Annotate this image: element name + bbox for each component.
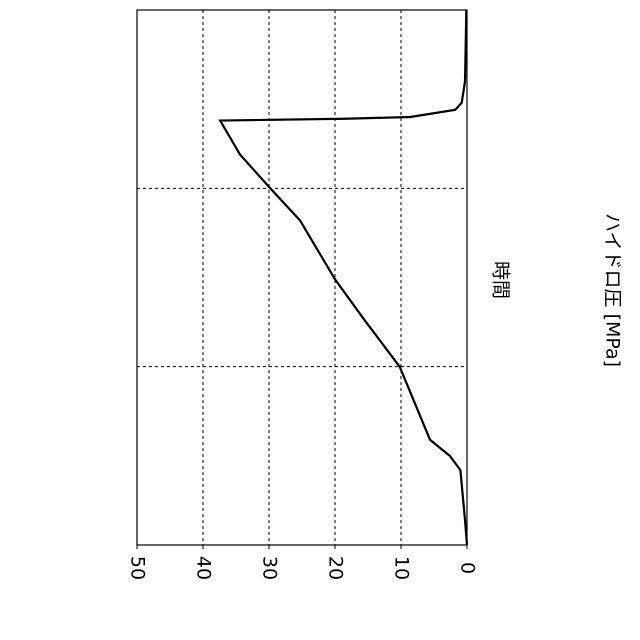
- y-tick-label: 50: [127, 556, 149, 580]
- x-axis-label: 時間: [490, 261, 512, 299]
- y-tick-label: 40: [193, 556, 215, 580]
- data-line: [220, 10, 467, 545]
- y-tick-label: 30: [259, 556, 281, 580]
- y-tick-label: 20: [325, 556, 347, 580]
- y-axis-label: ハイドロ圧 [MPa]: [602, 213, 624, 367]
- chart: 時間 ハイドロ圧 [MPa] 0 10 20 30 40 50: [0, 0, 640, 640]
- y-tick-label: 0: [457, 562, 479, 574]
- y-tick-label: 10: [391, 556, 413, 580]
- plot-frame: [137, 10, 467, 545]
